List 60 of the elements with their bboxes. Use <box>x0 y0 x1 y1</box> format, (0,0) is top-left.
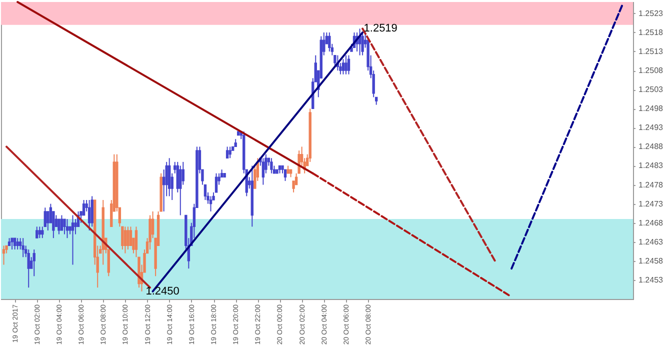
y-tick-label: 1.2503 <box>638 85 664 94</box>
y-tick-label: 1.2473 <box>638 199 664 208</box>
candlestick <box>294 172 298 186</box>
candlestick <box>209 196 212 212</box>
candlestick <box>2 245 6 266</box>
candlestick <box>134 226 138 258</box>
y-tick-label: 1.2498 <box>638 104 664 114</box>
candlestick <box>52 210 55 239</box>
candlestick <box>10 238 14 250</box>
annotation: 1.2450 <box>146 285 180 298</box>
candlestick <box>38 226 41 239</box>
y-tick-label: 1.2518 <box>638 28 664 37</box>
candlestick <box>88 200 91 231</box>
candlestick <box>262 158 265 186</box>
candlestick <box>204 184 207 200</box>
y-tick-label: 1.2523 <box>638 8 664 18</box>
candlestick <box>342 58 345 75</box>
candlestick <box>46 210 50 231</box>
candlestick <box>179 165 182 216</box>
candlestick <box>90 196 94 228</box>
candlestick <box>347 54 350 75</box>
y-tick-label: 1.2493 <box>638 123 664 132</box>
candlestick <box>36 226 38 239</box>
y-tick-label: 1.2478 <box>638 180 664 190</box>
candlestick <box>58 218 60 235</box>
y-tick-label: 1.2508 <box>638 66 664 76</box>
candlestick <box>129 226 132 246</box>
candlestick <box>27 249 30 288</box>
candlestick <box>148 214 152 250</box>
candlestick <box>226 146 229 159</box>
y-tick-label: 1.2458 <box>638 256 664 266</box>
candlestick <box>22 238 24 258</box>
y-tick-label: 1.2488 <box>638 142 664 152</box>
candlestick <box>328 32 331 52</box>
candlestick <box>13 238 16 250</box>
y-tick-label: 1.2463 <box>638 237 664 246</box>
candlestick <box>361 32 364 56</box>
candlestick <box>71 214 74 266</box>
candlestick <box>63 218 66 235</box>
candlestick <box>82 200 86 216</box>
candlestick <box>54 214 58 228</box>
candlestick <box>16 238 19 250</box>
annotation: 1.2519 <box>364 22 398 35</box>
candlestick <box>60 214 64 231</box>
candlestick <box>228 146 232 159</box>
candlestick <box>292 180 295 193</box>
candlestick <box>214 172 218 193</box>
candlestick <box>284 169 287 182</box>
candlestick <box>270 158 273 174</box>
candlestick <box>168 158 171 197</box>
y-tick-label: 1.2483 <box>638 161 664 170</box>
candlestick <box>66 218 69 239</box>
y-tick-label: 1.2513 <box>638 47 664 56</box>
y-tick-label: 1.2468 <box>638 218 664 228</box>
candlestick <box>121 226 124 250</box>
y-tick-label: 1.2453 <box>638 275 664 284</box>
candlestick <box>344 54 348 75</box>
candlestick <box>126 226 130 250</box>
candlestick <box>32 249 36 277</box>
candlestick <box>124 226 127 254</box>
